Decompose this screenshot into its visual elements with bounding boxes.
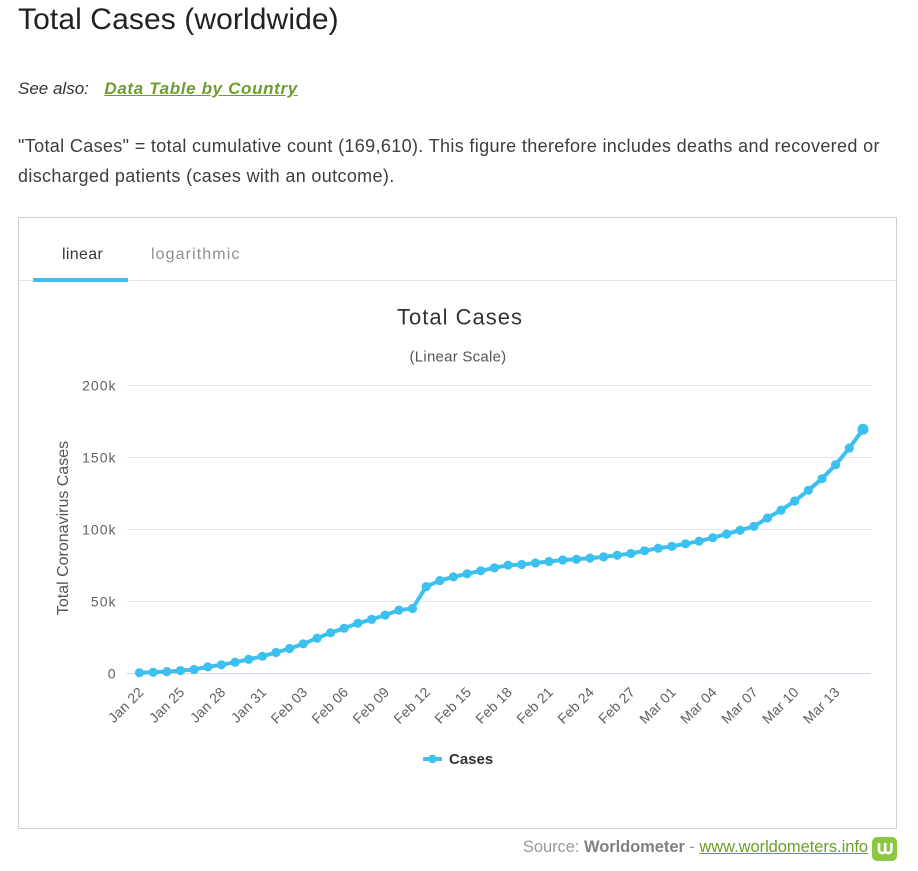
svg-text:Feb 03: Feb 03 <box>267 684 310 727</box>
svg-text:Feb 06: Feb 06 <box>308 684 351 727</box>
svg-text:Feb 24: Feb 24 <box>554 684 597 727</box>
svg-text:Cases: Cases <box>449 751 493 768</box>
svg-text:50k: 50k <box>91 594 117 610</box>
svg-text:100k: 100k <box>82 522 116 538</box>
svg-text:(Linear Scale): (Linear Scale) <box>410 349 507 366</box>
svg-text:200k: 200k <box>82 378 116 394</box>
svg-text:Jan 31: Jan 31 <box>228 684 270 726</box>
svg-text:Mar 07: Mar 07 <box>718 684 761 727</box>
svg-text:Jan 25: Jan 25 <box>146 684 188 726</box>
svg-text:Mar 01: Mar 01 <box>636 684 679 727</box>
svg-text:Feb 15: Feb 15 <box>431 684 474 727</box>
svg-text:Feb 27: Feb 27 <box>595 684 638 727</box>
svg-text:Feb 09: Feb 09 <box>349 684 392 727</box>
svg-text:Total Cases: Total Cases <box>397 304 523 329</box>
svg-text:Feb 21: Feb 21 <box>513 684 556 727</box>
svg-text:Mar 13: Mar 13 <box>800 684 843 727</box>
svg-text:Jan 22: Jan 22 <box>105 684 147 726</box>
svg-text:Jan 28: Jan 28 <box>187 684 229 726</box>
svg-text:Total Coronavirus Cases: Total Coronavirus Cases <box>55 441 72 615</box>
svg-text:0: 0 <box>108 666 117 682</box>
svg-text:Mar 04: Mar 04 <box>677 684 720 727</box>
svg-text:Feb 12: Feb 12 <box>390 684 433 727</box>
svg-text:150k: 150k <box>82 450 116 466</box>
svg-text:Feb 18: Feb 18 <box>472 684 515 727</box>
svg-text:Mar 10: Mar 10 <box>759 684 802 727</box>
